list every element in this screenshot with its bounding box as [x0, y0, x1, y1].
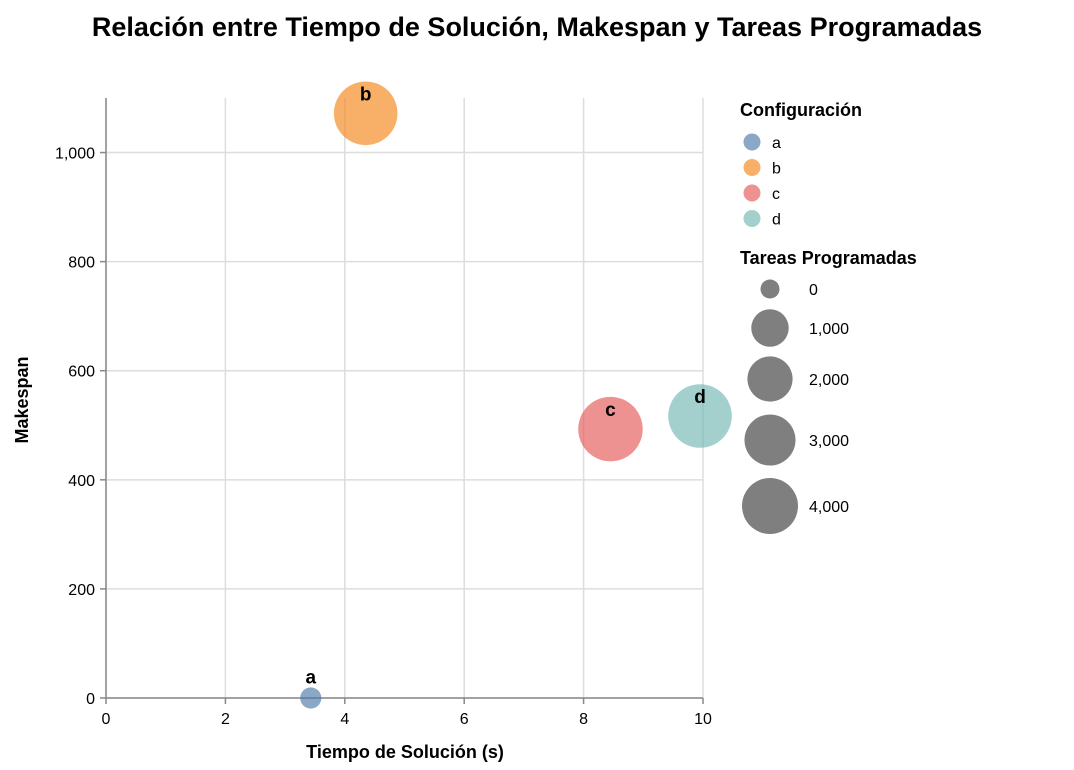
- size-legend-swatch: [751, 309, 789, 347]
- x-tick-label: 2: [221, 711, 230, 728]
- point-d[interactable]: [668, 384, 732, 448]
- y-tick-label: 200: [68, 582, 95, 599]
- legend-swatch-a: [743, 133, 761, 151]
- x-tick-label: 4: [340, 711, 349, 728]
- y-tick-label: 1,000: [55, 146, 95, 163]
- point-label-d: d: [694, 387, 706, 408]
- legend-label-b: b: [772, 161, 781, 178]
- point-a[interactable]: [300, 687, 322, 709]
- legend-label-a: a: [772, 135, 781, 152]
- size-legend-label: 3,000: [809, 433, 849, 450]
- y-tick-label: 600: [68, 364, 95, 381]
- legend-swatch-d: [743, 210, 761, 227]
- x-tick-label: 6: [460, 711, 469, 728]
- chart-title: Relación entre Tiempo de Solución, Makes…: [92, 12, 982, 42]
- data-points: [300, 81, 732, 709]
- point-c[interactable]: [578, 396, 643, 462]
- point-label-a: a: [305, 667, 316, 688]
- size-legend-label: 2,000: [809, 372, 849, 389]
- size-legend-swatch: [742, 478, 798, 534]
- size-legend-label: 1,000: [809, 321, 849, 338]
- size-legend-swatch: [744, 414, 796, 466]
- legend-label-d: d: [772, 212, 781, 229]
- size-legend-label: 0: [809, 282, 818, 299]
- y-tick-label: 400: [68, 473, 95, 490]
- x-tick-label: 10: [694, 711, 712, 728]
- axes: 0 2 4 6 8 10 0 200 400 600 800 1,000: [55, 98, 712, 728]
- y-axis-title: Makespan: [12, 356, 32, 443]
- legend-label-c: c: [772, 186, 780, 203]
- legend-swatch-c: [743, 184, 761, 202]
- x-axis-title: Tiempo de Solución (s): [306, 742, 504, 762]
- point-label-b: b: [360, 84, 372, 105]
- data-labels: a b c d: [305, 84, 705, 688]
- y-tick-label: 0: [86, 691, 95, 708]
- legend-swatch-b: [743, 159, 761, 176]
- size-legend-label: 4,000: [809, 499, 849, 516]
- x-tick-label: 0: [102, 711, 111, 728]
- color-legend-title: Configuración: [740, 100, 862, 120]
- point-label-c: c: [605, 400, 616, 421]
- y-tick-label: 800: [68, 255, 95, 272]
- point-b[interactable]: [333, 81, 398, 146]
- size-legend-swatch: [747, 356, 793, 402]
- x-tick-label: 8: [579, 711, 588, 728]
- size-legend-title: Tareas Programadas: [740, 248, 917, 268]
- size-legend-swatch: [760, 279, 780, 299]
